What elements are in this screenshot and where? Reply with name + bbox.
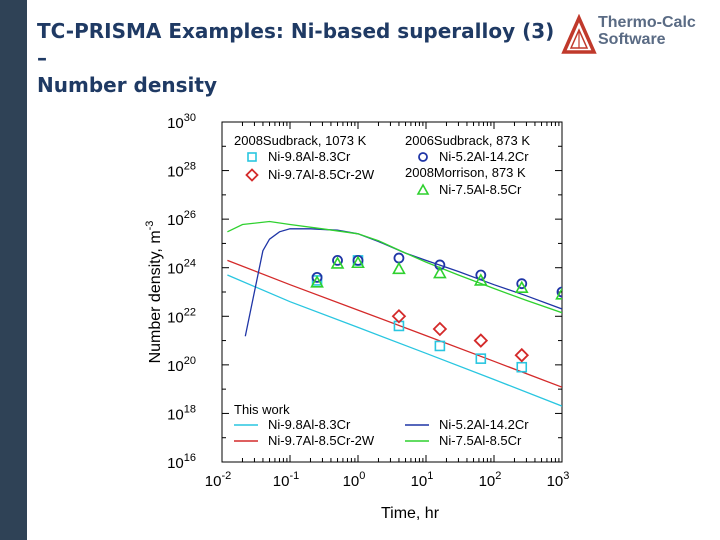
- y-tick-label: 1016: [167, 452, 196, 472]
- x-tick-label: 103: [547, 470, 570, 490]
- data-point-square-5: [516, 361, 528, 373]
- data-point-square-4: [475, 353, 487, 364]
- y-tick-label: 1030: [167, 112, 196, 132]
- data-point-circle-5: [475, 269, 487, 281]
- y-tick-label: 1018: [167, 403, 196, 423]
- data-point-triangle-5: [473, 273, 488, 286]
- legend-top-header-3: 2008Morrison, 873 K: [405, 165, 526, 180]
- legend-top-header-1: 2008Sudbrack, 1073 K: [234, 133, 367, 148]
- y-tick-label: 1028: [167, 161, 196, 181]
- data-point-circle-4: [434, 259, 446, 271]
- data-point-circle-1: [332, 255, 343, 266]
- series-line-3: [227, 220, 562, 314]
- x-tick-label: 10-1: [273, 470, 299, 490]
- series-line-2: [244, 228, 562, 337]
- data-point-triangle-3: [392, 261, 406, 275]
- legend-top-entry-3: Ni-5.2Al-14.2Cr: [439, 149, 529, 164]
- thermo-calc-logo-icon: [561, 14, 597, 54]
- data-point-diamond-3: [514, 347, 530, 363]
- y-tick-label: 1024: [167, 258, 196, 278]
- chart-series-markers: [310, 252, 562, 373]
- series-line-0: [227, 274, 562, 407]
- legend-marker-diamond: [245, 168, 259, 182]
- data-point-square-3: [434, 340, 446, 352]
- chart-series-lines: [227, 220, 562, 407]
- data-point-triangle-0: [310, 275, 324, 288]
- legend-marker-triangle: [416, 183, 430, 195]
- data-point-diamond-2: [473, 333, 489, 348]
- data-point-circle-7: [556, 286, 562, 298]
- data-point-triangle-6: [514, 280, 529, 294]
- data-point-circle-3: [393, 252, 405, 264]
- number-density-chart: 10-2 10-1 100 101 102 103 1016 1018 1020 1022 1024…: [144, 112, 569, 522]
- logo-text: Thermo-Calc Software: [598, 14, 696, 48]
- x-tick-label: 101: [411, 470, 434, 490]
- series-line-1: [227, 259, 562, 388]
- legend-marker-square: [247, 152, 257, 162]
- data-point-diamond-0: [391, 309, 407, 324]
- legend-top-entry-2: Ni-9.7Al-8.5Cr-2W: [268, 167, 375, 182]
- x-tick-label: 102: [479, 470, 502, 490]
- y-tick-label: 1020: [167, 355, 196, 375]
- x-tick-label: 10-2: [205, 470, 231, 490]
- legend-top-header-2: 2006Sudbrack, 873 K: [405, 133, 530, 148]
- chart-legends: 2008Sudbrack, 1073 K 2006Sudbrack, 873 KN…: [234, 133, 530, 448]
- legend-marker-circle: [418, 152, 428, 162]
- chart-axes: 10-2 10-1 100 101 102 103 1016 1018 1020 1022 1024…: [144, 112, 569, 522]
- legend-bottom-header: This work: [234, 402, 290, 417]
- data-point-triangle-1: [330, 256, 345, 269]
- slide-title: TC-PRISMA Examples: Ni-based superalloy …: [37, 18, 557, 99]
- data-point-circle-6: [516, 278, 528, 290]
- legend-top-entry-4: Ni-7.5Al-8.5Cr: [439, 182, 522, 197]
- slide-title-line1: TC-PRISMA Examples: Ni-based superalloy …: [37, 19, 555, 70]
- left-accent-bar: [0, 0, 27, 540]
- legend-bottom-entry-2: Ni-5.2Al-14.2Cr: [439, 417, 529, 432]
- data-point-triangle-7: [555, 287, 562, 300]
- data-point-diamond-1: [432, 321, 448, 337]
- slide-title-line2: Number density: [37, 73, 217, 97]
- data-point-triangle-4: [433, 265, 447, 279]
- logo-line2: Software: [598, 31, 666, 48]
- data-point-circle-0: [311, 271, 323, 283]
- logo-line1: Thermo-Calc: [598, 14, 696, 31]
- legend-top-entry-1: Ni-9.8Al-8.3Cr: [268, 149, 351, 164]
- y-tick-label: 1022: [167, 306, 196, 326]
- y-axis-label: Number density, m-3: [144, 221, 164, 364]
- y-tick-label: 1026: [167, 209, 196, 229]
- legend-bottom-entry-1: Ni-9.7Al-8.5Cr-2W: [268, 433, 375, 448]
- legend-bottom-entry-3: Ni-7.5Al-8.5Cr: [439, 433, 522, 448]
- data-point-triangle-2: [351, 255, 365, 269]
- x-axis-label: Time, hr: [381, 505, 440, 522]
- legend-bottom-entry-0: Ni-9.8Al-8.3Cr: [268, 417, 351, 432]
- x-tick-label: 100: [343, 470, 366, 490]
